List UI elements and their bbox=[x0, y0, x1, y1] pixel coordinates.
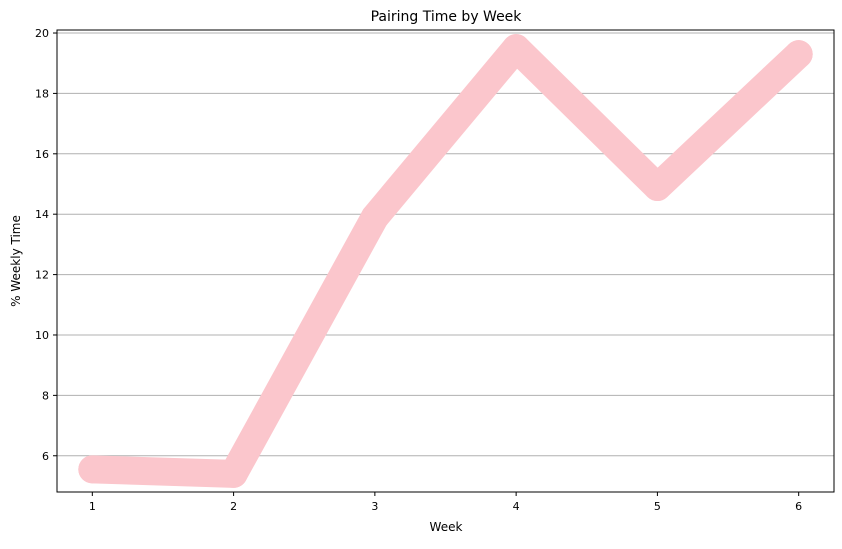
x-axis-label: Week bbox=[430, 520, 463, 534]
x-tick-label: 1 bbox=[89, 500, 96, 513]
chart-title: Pairing Time by Week bbox=[371, 9, 523, 25]
x-tick-label: 6 bbox=[795, 500, 802, 513]
y-tick-label: 18 bbox=[35, 87, 49, 100]
x-tick-label: 3 bbox=[371, 500, 378, 513]
data-point bbox=[360, 203, 389, 232]
y-tick-label: 12 bbox=[35, 269, 49, 282]
data-point bbox=[78, 455, 107, 484]
y-tick-label: 14 bbox=[35, 208, 49, 221]
data-point bbox=[219, 459, 248, 488]
data-point bbox=[643, 173, 672, 202]
series-line bbox=[78, 34, 813, 488]
y-tick-label: 6 bbox=[42, 450, 49, 463]
data-point bbox=[784, 40, 813, 69]
x-tick-label: 2 bbox=[230, 500, 237, 513]
y-tick-label: 20 bbox=[35, 27, 49, 40]
plot-frame bbox=[56, 29, 835, 493]
y-gridlines bbox=[57, 32, 834, 457]
y-tick-label: 8 bbox=[42, 389, 49, 402]
data-point bbox=[502, 34, 531, 63]
y-axis: 6 8 10 12 14 16 18 20 bbox=[35, 27, 57, 463]
series-layer bbox=[78, 34, 813, 488]
y-tick-label: 16 bbox=[35, 148, 49, 161]
y-axis-label: % Weekly Time bbox=[9, 215, 23, 307]
y-tick-label: 10 bbox=[35, 329, 49, 342]
x-axis: 1 2 3 4 5 6 bbox=[89, 492, 802, 513]
x-tick-label: 5 bbox=[654, 500, 661, 513]
x-tick-label: 4 bbox=[513, 500, 520, 513]
